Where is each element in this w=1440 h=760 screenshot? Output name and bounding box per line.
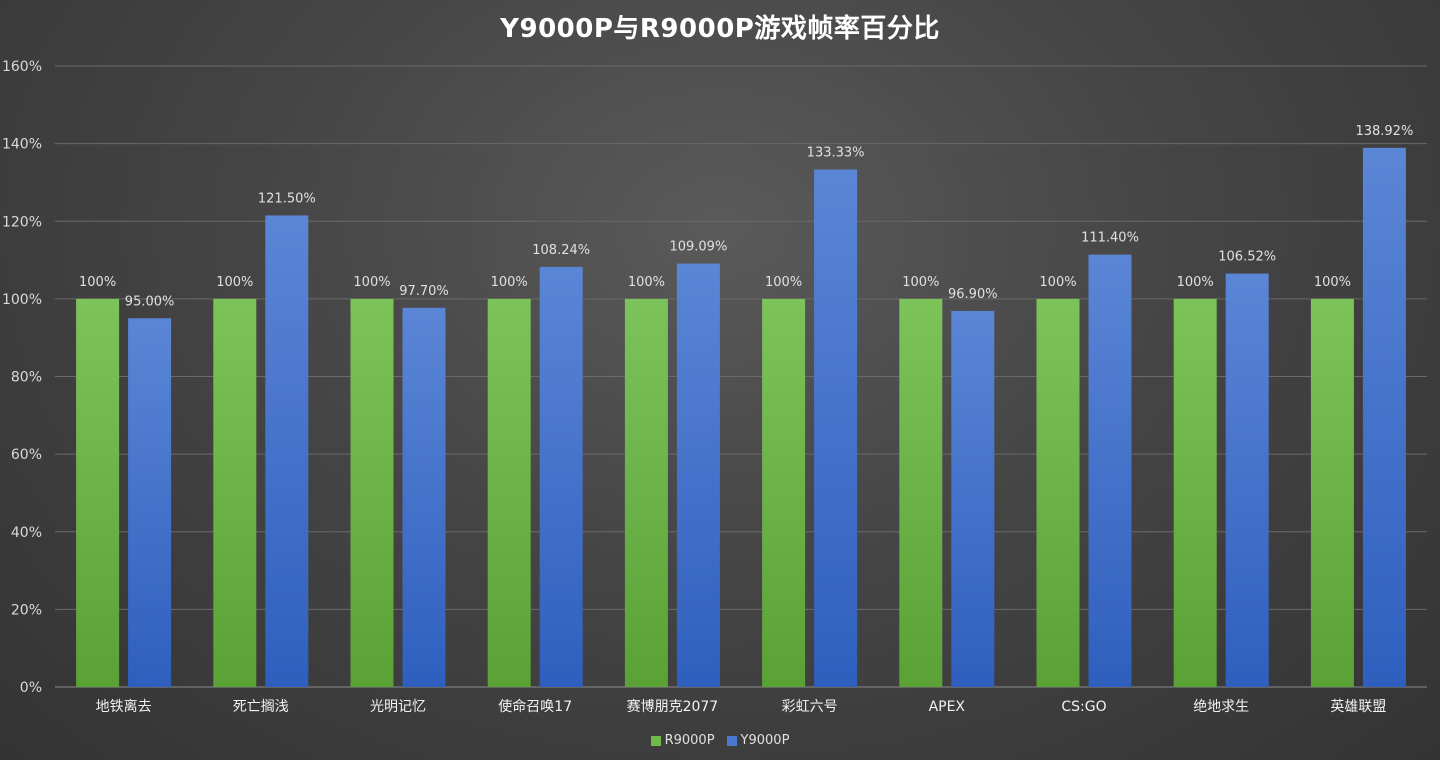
data-label-y9000p: 106.52% — [1218, 250, 1276, 265]
data-label-y9000p: 133.33% — [807, 146, 865, 161]
bar-r9000p — [762, 298, 806, 687]
y-tick-label: 0% — [20, 680, 42, 696]
x-category-label: CS:GO — [1061, 699, 1106, 715]
data-label-r9000p: 100% — [1177, 275, 1214, 290]
bar-y9000p — [1225, 273, 1269, 687]
legend-swatch-y9000p — [726, 735, 737, 746]
legend-swatch-r9000p — [650, 735, 661, 746]
chart-title: Y9000P与R9000P游戏帧率百分比 — [500, 14, 940, 44]
bar-y9000p — [1088, 254, 1132, 687]
y-tick-label: 60% — [11, 447, 42, 463]
data-label-y9000p: 109.09% — [669, 240, 727, 255]
bar-r9000p — [487, 298, 531, 687]
data-label-y9000p: 97.70% — [399, 284, 449, 299]
x-category-label: 彩虹六号 — [782, 699, 838, 715]
legend-item-r9000p: R9000P — [650, 733, 715, 748]
bar-r9000p — [213, 298, 257, 687]
data-label-r9000p: 100% — [491, 275, 528, 290]
data-label-y9000p: 111.40% — [1081, 231, 1139, 246]
x-category-label: 死亡搁浅 — [233, 699, 289, 715]
data-label-r9000p: 100% — [353, 275, 390, 290]
y-tick-label: 80% — [11, 370, 42, 386]
data-label-r9000p: 100% — [1314, 275, 1351, 290]
data-label-r9000p: 100% — [1039, 275, 1076, 290]
data-label-r9000p: 100% — [79, 275, 116, 290]
x-category-label: 光明记忆 — [370, 699, 426, 715]
bar-y9000p — [676, 263, 720, 687]
legend-label-y9000p: Y9000P — [740, 733, 790, 748]
y-tick-label: 140% — [2, 137, 42, 153]
x-category-label: 使命召唤17 — [498, 698, 572, 715]
y-tick-label: 120% — [2, 214, 42, 230]
bar-r9000p — [1173, 298, 1217, 687]
legend: R9000P Y9000P — [0, 733, 1440, 748]
bars — [76, 147, 1406, 687]
x-category-label: 地铁离去 — [96, 698, 152, 715]
data-label-r9000p: 100% — [765, 275, 802, 290]
bar-r9000p — [76, 298, 120, 687]
x-category-label: 赛博朋克2077 — [627, 698, 719, 715]
x-axis-categories: 地铁离去 死亡搁浅 光明记忆 使命召唤17 赛博朋克2077 彩虹六号 APEX CS:GO 绝… — [96, 698, 1387, 715]
bar-y9000p — [402, 307, 446, 687]
y-tick-label: 20% — [11, 602, 42, 618]
y-tick-label: 160% — [2, 59, 42, 75]
data-label-y9000p: 138.92% — [1355, 124, 1413, 139]
data-labels: 100% 95.00% 100% 121.50% 100% 97.70% 100% 108.2… — [79, 124, 1413, 309]
bar-r9000p — [899, 298, 943, 687]
bar-y9000p — [539, 266, 583, 687]
data-label-y9000p: 108.24% — [532, 243, 590, 258]
bar-y9000p — [128, 318, 172, 687]
bar-y9000p — [951, 310, 995, 687]
x-category-label: 绝地求生 — [1193, 699, 1249, 715]
x-category-label: APEX — [929, 699, 966, 715]
bar-y9000p — [814, 169, 858, 687]
x-category-label: 英雄联盟 — [1330, 698, 1386, 715]
data-label-y9000p: 121.50% — [258, 191, 316, 206]
legend-label-r9000p: R9000P — [664, 733, 715, 748]
data-label-r9000p: 100% — [902, 275, 939, 290]
data-label-y9000p: 96.90% — [948, 287, 998, 302]
legend-item-y9000p: Y9000P — [726, 733, 790, 748]
bar-y9000p — [265, 215, 309, 687]
y-axis-ticks: 0% 20% 40% 60% 80% 100% 120% 140% 160% — [2, 59, 42, 696]
bar-r9000p — [624, 298, 668, 687]
gridlines — [55, 65, 1427, 688]
y-tick-label: 100% — [2, 292, 42, 308]
data-label-y9000p: 95.00% — [125, 294, 175, 309]
bar-r9000p — [1036, 298, 1080, 687]
bar-r9000p — [350, 298, 394, 687]
data-label-r9000p: 100% — [216, 275, 253, 290]
bar-r9000p — [1310, 298, 1354, 687]
data-label-r9000p: 100% — [628, 275, 665, 290]
y-tick-label: 40% — [11, 525, 42, 541]
bar-y9000p — [1362, 147, 1406, 687]
